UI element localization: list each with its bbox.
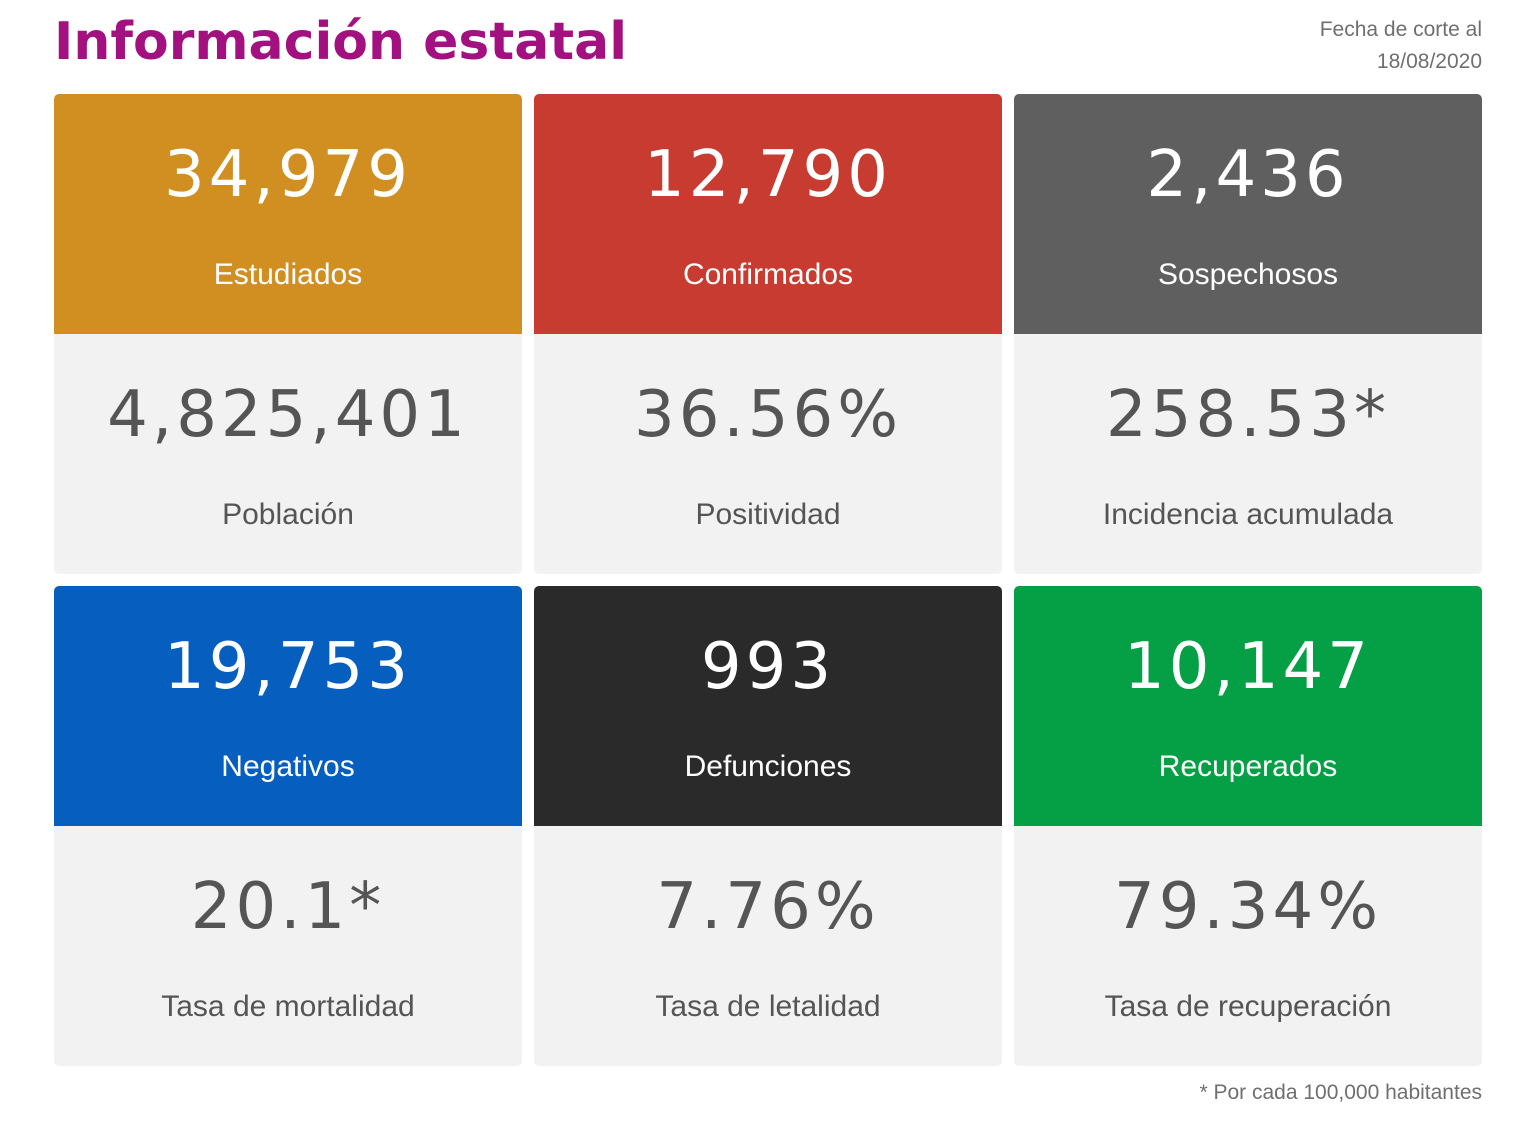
stat-card-estudiados: 34,979 Estudiados: [54, 94, 522, 334]
metric-value: 4,825,401: [107, 378, 469, 452]
stat-recuperados: 10,147 Recuperados 79.34% Tasa de recupe…: [1014, 586, 1482, 1066]
stats-grid: 34,979 Estudiados 4,825,401 Población 12…: [54, 94, 1482, 1066]
stat-value: 19,753: [164, 630, 412, 704]
metric-card: 258.53* Incidencia acumulada: [1014, 334, 1482, 574]
metric-card: 4,825,401 Población: [54, 334, 522, 574]
metric-card: 7.76% Tasa de letalidad: [534, 826, 1002, 1066]
date-label: Fecha de corte al: [1319, 18, 1482, 41]
stat-value: 2,436: [1146, 138, 1350, 212]
stat-value: 10,147: [1124, 630, 1372, 704]
metric-label: Tasa de mortalidad: [161, 990, 415, 1023]
metric-value: 20.1*: [190, 870, 386, 944]
stat-card-negativos: 19,753 Negativos: [54, 586, 522, 826]
footnote: * Por cada 100,000 habitantes: [1199, 1081, 1482, 1104]
metric-card: 79.34% Tasa de recuperación: [1014, 826, 1482, 1066]
metric-value: 258.53*: [1106, 378, 1390, 452]
metric-label: Positividad: [695, 498, 841, 531]
stat-sospechosos: 2,436 Sospechosos 258.53* Incidencia acu…: [1014, 94, 1482, 574]
metric-label: Población: [222, 498, 354, 531]
stat-value: 34,979: [164, 138, 412, 212]
stat-defunciones: 993 Defunciones 7.76% Tasa de letalidad: [534, 586, 1002, 1066]
stat-label: Recuperados: [1158, 750, 1338, 783]
cutoff-date: Fecha de corte al 18/08/2020: [1320, 14, 1482, 78]
stat-value: 993: [700, 630, 836, 704]
stat-estudiados: 34,979 Estudiados 4,825,401 Población: [54, 94, 522, 574]
stat-label: Defunciones: [684, 750, 852, 783]
metric-value: 79.34%: [1113, 870, 1383, 944]
stat-card-confirmados: 12,790 Confirmados: [534, 94, 1002, 334]
page-title: Información estatal: [54, 12, 628, 72]
date-value: 18/08/2020: [1376, 50, 1482, 73]
stat-label: Estudiados: [213, 258, 363, 291]
stat-confirmados: 12,790 Confirmados 36.56% Positividad: [534, 94, 1002, 574]
metric-card: 36.56% Positividad: [534, 334, 1002, 574]
stat-label: Sospechosos: [1157, 258, 1339, 291]
metric-card: 20.1* Tasa de mortalidad: [54, 826, 522, 1066]
stat-card-sospechosos: 2,436 Sospechosos: [1014, 94, 1482, 334]
metric-value: 7.76%: [656, 870, 880, 944]
stat-label: Confirmados: [682, 258, 854, 291]
metric-label: Incidencia acumulada: [1102, 498, 1394, 531]
metric-value: 36.56%: [633, 378, 903, 452]
stat-label: Negativos: [221, 750, 355, 783]
stat-card-recuperados: 10,147 Recuperados: [1014, 586, 1482, 826]
metric-label: Tasa de letalidad: [655, 990, 881, 1023]
stat-negativos: 19,753 Negativos 20.1* Tasa de mortalida…: [54, 586, 522, 1066]
metric-label: Tasa de recuperación: [1104, 990, 1392, 1023]
stat-value: 12,790: [644, 138, 892, 212]
stat-card-defunciones: 993 Defunciones: [534, 586, 1002, 826]
